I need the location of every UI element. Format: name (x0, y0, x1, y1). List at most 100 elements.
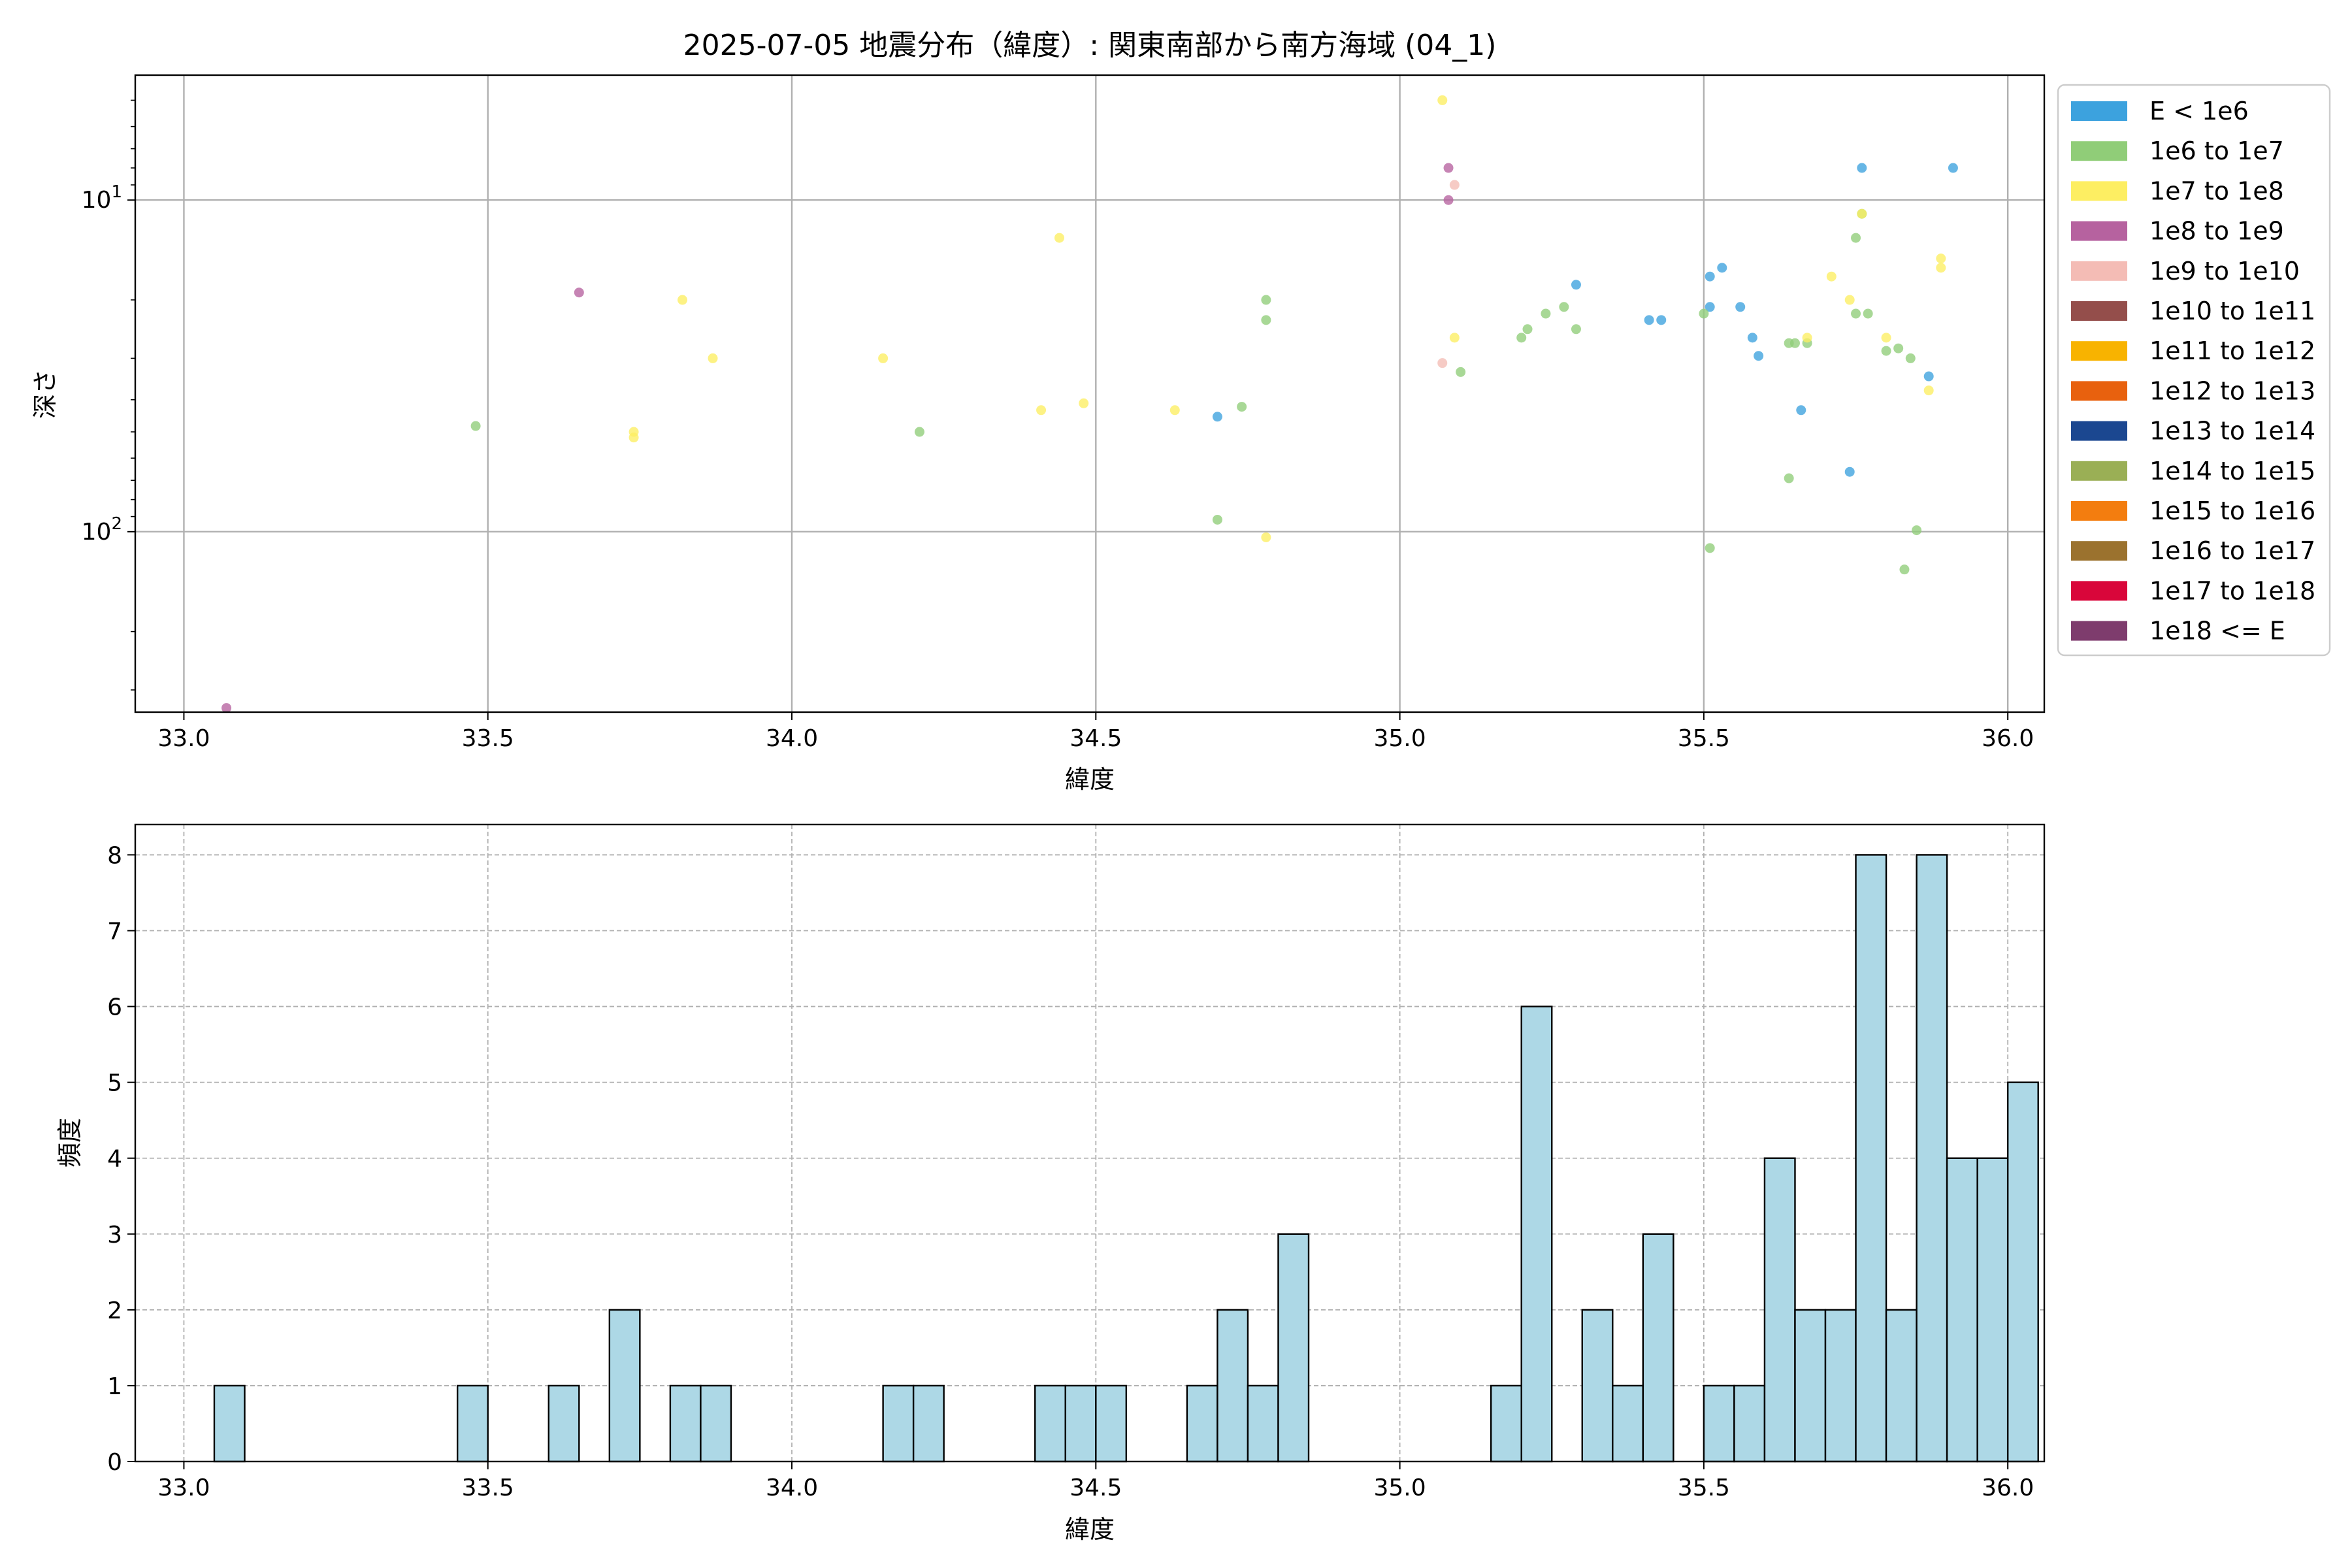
legend-label: 1e16 to 1e17 (2149, 536, 2315, 565)
scatter-point (1644, 315, 1654, 325)
legend-label: 1e18 <= E (2149, 617, 2285, 645)
scatter-point (1844, 295, 1855, 305)
histogram-x-tick-label: 33.0 (157, 1475, 210, 1501)
histogram-plot-frame (134, 823, 2046, 1463)
scatter-point (1789, 338, 1800, 348)
histogram-bar (1885, 1309, 1918, 1463)
scatter-point (1754, 351, 1764, 361)
scatter-point (1054, 233, 1064, 243)
histogram-bar (1733, 1384, 1766, 1463)
scatter-point (470, 421, 481, 431)
histogram-bars (213, 854, 2039, 1463)
scatter-point (1443, 163, 1454, 173)
histogram-bar (1763, 1157, 1796, 1463)
histogram-y-axis-label: 頻度 (56, 1118, 84, 1168)
scatter-point (1169, 405, 1180, 416)
scatter-point (1863, 308, 1873, 319)
legend-swatch (2071, 541, 2127, 561)
histogram-bar (1794, 1309, 1827, 1463)
histogram-y-tick-label: 8 (107, 842, 122, 869)
scatter-point (1437, 95, 1448, 105)
scatter-x-tick-label: 34.5 (1070, 725, 1122, 752)
legend-box (2057, 84, 2331, 657)
legend-label: 1e7 to 1e8 (2149, 176, 2284, 205)
scatter-x-tick-label: 33.5 (462, 725, 514, 752)
scatter-point (574, 287, 584, 298)
histogram-bar (1916, 854, 1948, 1463)
scatter-point (1857, 208, 1867, 219)
histogram-y-tick-label: 6 (107, 994, 122, 1021)
legend-swatch (2071, 501, 2127, 521)
scatter-point (1802, 333, 1812, 343)
scatter-point (1881, 333, 1891, 343)
legend-label: 1e11 to 1e12 (2149, 336, 2315, 365)
histogram-y-tick-label: 1 (107, 1373, 122, 1400)
scatter-point (1948, 163, 1958, 173)
scatter-x-tick-label: 34.0 (766, 725, 818, 752)
histogram-bar (457, 1384, 489, 1463)
legend: E < 1e6 1e6 to 1e7 1e7 to 1e8 1e8 to 1e9 1e9… (2057, 84, 2331, 657)
scatter-point (1212, 412, 1222, 422)
legend-swatch (2071, 181, 2127, 201)
scatter-point (1826, 271, 1837, 282)
histogram-x-tick-label: 33.5 (462, 1475, 514, 1501)
histogram-bar (882, 1384, 915, 1463)
histogram-bar (1520, 1005, 1553, 1463)
scatter-points (221, 95, 1958, 713)
legend-label: 1e12 to 1e13 (2149, 376, 2315, 405)
legend-label: 1e6 to 1e7 (2149, 137, 2284, 165)
histogram-bar (608, 1309, 641, 1463)
histogram-bar (1247, 1384, 1279, 1463)
scatter-point (1784, 473, 1794, 483)
scatter-point (1857, 163, 1867, 173)
histogram-y-tick-label: 3 (107, 1222, 122, 1249)
legend-swatch (2071, 381, 2127, 401)
histogram-bar (1095, 1384, 1128, 1463)
scatter-plot-frame (134, 74, 2046, 713)
scatter-point (1449, 333, 1460, 343)
scatter-point (1449, 180, 1460, 190)
scatter-point (1705, 271, 1715, 282)
histogram-bar (1612, 1384, 1644, 1463)
legend-swatch (2071, 621, 2127, 641)
scatter-point (1936, 253, 1946, 264)
legend-swatch (2071, 581, 2127, 601)
scatter-point (1923, 371, 1934, 382)
scatter-point (678, 295, 688, 305)
histogram-x-tick-label: 36.0 (1982, 1475, 2034, 1501)
histogram-bar (1277, 1233, 1310, 1463)
histogram-bar (912, 1384, 945, 1463)
histogram-bar (1217, 1309, 1249, 1463)
legend-items: E < 1e6 1e6 to 1e7 1e7 to 1e8 1e8 to 1e9 1e9… (2071, 97, 2315, 645)
histogram-y-tick-label: 0 (107, 1449, 122, 1476)
scatter-point (1212, 514, 1222, 525)
scatter-point (1893, 343, 1904, 353)
scatter-y-ticks: 101 102 (82, 99, 135, 691)
scatter-point (1899, 564, 1910, 575)
scatter-point (1079, 398, 1089, 408)
scatter-x-axis-label: 緯度 (1065, 765, 1115, 794)
legend-label: 1e14 to 1e15 (2149, 457, 2315, 485)
scatter-point (878, 353, 889, 363)
scatter-point (1851, 308, 1861, 319)
scatter-x-ticks: 33.0 33.5 34.0 34.5 35.0 35.5 36.0 (157, 712, 2034, 752)
scatter-point (1456, 367, 1466, 377)
scatter-point (1571, 280, 1581, 290)
scatter-point (1261, 295, 1271, 305)
histogram-bar (1976, 1157, 2009, 1463)
scatter-x-tick-label: 36.0 (1982, 725, 2034, 752)
scatter-y-axis-label: 深さ (31, 369, 59, 419)
histogram-bar (700, 1384, 732, 1463)
scatter-point (1936, 263, 1946, 273)
histogram-bar (1186, 1384, 1218, 1463)
histogram-y-tick-label: 4 (107, 1146, 122, 1173)
scatter-point (1912, 525, 1922, 536)
scatter-point (1559, 302, 1569, 312)
legend-swatch (2071, 461, 2127, 481)
legend-swatch (2071, 421, 2127, 441)
legend-label: 1e17 to 1e18 (2149, 576, 2315, 605)
histogram-x-tick-label: 35.0 (1374, 1475, 1426, 1501)
scatter-point (1905, 353, 1916, 363)
histogram-x-tick-label: 34.0 (766, 1475, 818, 1501)
scatter-point (1541, 308, 1551, 319)
